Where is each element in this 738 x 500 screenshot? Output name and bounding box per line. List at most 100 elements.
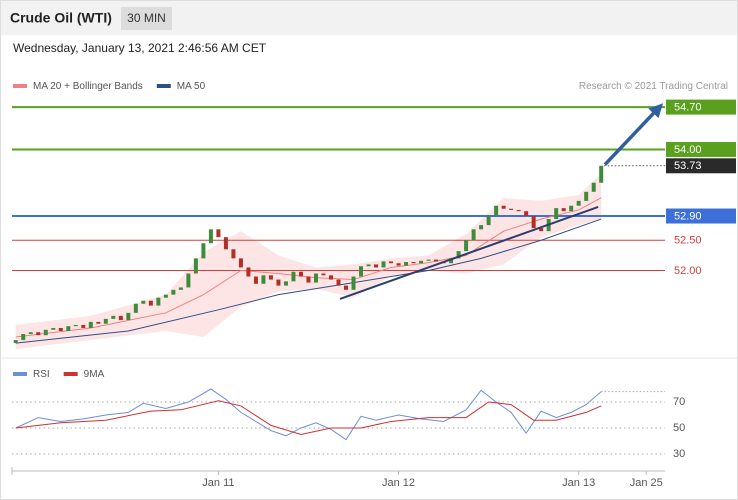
bollinger-band	[15, 173, 602, 350]
x-tick-label: Jan 13	[562, 477, 595, 489]
x-tick-label: Jan 11	[202, 477, 234, 489]
y-tick-label: 70	[673, 396, 685, 408]
candle-body	[103, 318, 108, 324]
candle-body	[246, 267, 251, 277]
level-label: 52.90	[674, 210, 702, 222]
interval-label[interactable]: 30 MIN	[127, 11, 166, 25]
candle-body	[268, 275, 273, 280]
legend-label: 9MA	[84, 369, 105, 380]
candle-body	[486, 216, 491, 226]
candle-body	[253, 276, 258, 284]
candle-body	[58, 327, 63, 331]
candle-body	[126, 312, 131, 321]
candle-body	[201, 243, 206, 259]
candle-body	[554, 208, 559, 220]
candle-body	[576, 200, 581, 206]
candle-body	[344, 285, 349, 290]
candle-body	[599, 165, 604, 183]
interval-badge[interactable]	[121, 7, 172, 30]
candle-body	[351, 276, 356, 290]
last-price-box	[666, 158, 736, 174]
legend-label: MA 50	[177, 81, 206, 92]
candle-body	[591, 182, 596, 192]
level-label-box	[666, 208, 736, 224]
candle-body	[163, 294, 168, 298]
candle-body	[404, 262, 409, 266]
candle-body	[328, 275, 333, 280]
candle-body	[524, 211, 529, 217]
candle-body	[516, 209, 521, 212]
candle-body	[426, 259, 431, 261]
level-label-box	[666, 99, 736, 115]
candle-body	[43, 329, 48, 336]
candle-body	[464, 240, 469, 252]
candle-body	[321, 273, 326, 276]
level-label: 54.00	[674, 144, 702, 156]
legend-swatch	[13, 84, 27, 88]
candle-body	[223, 237, 228, 250]
legend-label: RSI	[33, 369, 50, 380]
candle-body	[283, 281, 288, 286]
candle-body	[21, 334, 26, 341]
candle-body	[193, 258, 198, 274]
candle-body	[51, 327, 56, 330]
candle-body	[561, 208, 566, 212]
candle-body	[238, 258, 243, 268]
level-label: 52.50	[674, 235, 702, 247]
candle-body	[13, 340, 18, 344]
candle-body	[291, 271, 296, 282]
candle-body	[171, 289, 176, 295]
candle-body	[156, 297, 161, 306]
candle-body	[208, 229, 213, 244]
y-tick-label: 50	[673, 422, 685, 434]
candle-body	[366, 264, 371, 267]
level-label-box	[666, 141, 736, 157]
candle-body	[509, 208, 514, 210]
price-panel: MA 20 + Bollinger Bands MA 50 Research © 2…	[12, 81, 736, 350]
candle-body	[336, 279, 341, 286]
candle-body	[539, 228, 544, 232]
level-label: 54.70	[674, 102, 702, 114]
rsi-panel: RSI 9MA 30 50 70 Jan 11 Jan 12 Jan 13 Jan 25	[11, 369, 685, 489]
instrument-title: Crude Oil (WTI)	[10, 10, 112, 26]
candle-body	[479, 225, 484, 230]
candle-body	[36, 332, 41, 336]
trendline	[339, 205, 599, 300]
candle-body	[306, 276, 311, 283]
candle-body	[81, 324, 86, 328]
candle-body	[584, 191, 589, 201]
candle-body	[359, 266, 364, 277]
candle-body	[148, 300, 153, 306]
forecast-arrow	[603, 103, 664, 166]
candle-body	[456, 251, 461, 259]
candle-body	[133, 303, 138, 313]
candle-body	[494, 205, 499, 217]
candle-body	[396, 263, 401, 266]
credit: Research © 2021 Trading Central	[579, 81, 728, 92]
candle-body	[96, 321, 101, 324]
candle-body	[88, 321, 93, 328]
candle-body	[531, 216, 536, 229]
indicator-line	[15, 388, 602, 441]
candle-body	[178, 287, 183, 290]
indicator-line	[15, 400, 602, 435]
candle-body	[381, 261, 386, 268]
candle-body	[471, 229, 476, 241]
candle-body	[28, 332, 33, 335]
legend-swatch	[13, 372, 27, 376]
candle-body	[419, 260, 424, 264]
candle-body	[449, 258, 454, 264]
candle-body	[186, 273, 191, 288]
last-price-label: 53.73	[674, 160, 702, 172]
legend-label: MA 20 + Bollinger Bands	[33, 81, 143, 92]
candle-body	[569, 205, 574, 212]
legend-swatch	[156, 84, 171, 88]
legend-swatch	[63, 372, 78, 376]
y-tick-label: 30	[673, 448, 685, 460]
candle-body	[111, 315, 116, 319]
candle-body	[434, 259, 439, 262]
candle-body	[118, 315, 123, 321]
candle-body	[313, 273, 318, 283]
